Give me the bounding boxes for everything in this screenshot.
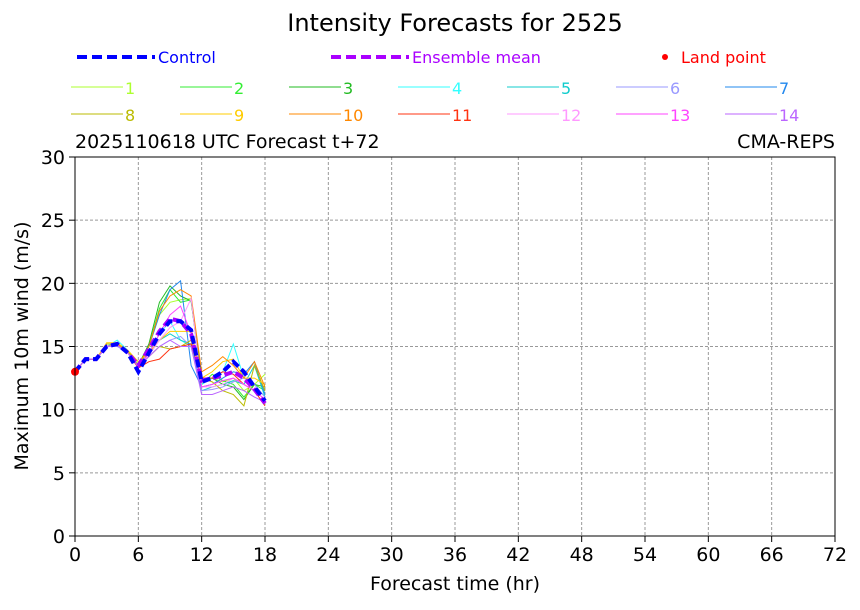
x-tick-label: 60 <box>696 544 720 566</box>
plot-frame <box>74 156 836 537</box>
legend-member-7-label: 7 <box>779 79 789 98</box>
legend-member-8-label: 8 <box>125 106 135 125</box>
legend-member-3-label: 3 <box>343 79 353 98</box>
x-tick-label: 36 <box>443 544 467 566</box>
legend-member-9-label: 9 <box>234 106 244 125</box>
x-tick-label: 6 <box>132 544 144 566</box>
member-9-line <box>74 330 266 385</box>
legend-member-4-label: 4 <box>452 79 462 98</box>
legend-member-1-label: 1 <box>125 79 135 98</box>
y-tick-label: 0 <box>53 526 65 548</box>
y-tick-label: 20 <box>41 273 65 295</box>
x-tick-label: 42 <box>506 544 530 566</box>
x-tick-label: 12 <box>190 544 214 566</box>
legend-ensemble-mean-label: Ensemble mean <box>412 48 541 67</box>
y-tick-label: 15 <box>41 337 65 359</box>
y-axis-label: Maximum 10m wind (m/s) <box>11 222 33 471</box>
y-tick-label: 10 <box>41 400 65 422</box>
legend-member-12-label: 12 <box>561 106 581 125</box>
legend-member-10-label: 10 <box>343 106 363 125</box>
x-tick-label: 18 <box>253 544 277 566</box>
y-tick-label: 25 <box>41 210 65 232</box>
y-tick-label: 5 <box>53 463 65 485</box>
legend-control-label: Control <box>158 48 216 67</box>
x-tick-label: 0 <box>69 544 81 566</box>
x-tick-label: 30 <box>380 544 404 566</box>
subtitle-left: 2025110618 UTC Forecast t+72 <box>75 131 380 153</box>
x-tick-label: 54 <box>633 544 657 566</box>
y-tick-label: 30 <box>41 147 65 169</box>
x-tick-label: 48 <box>570 544 594 566</box>
x-tick-label: 24 <box>316 544 340 566</box>
control-line <box>73 319 267 403</box>
legend-land-point-marker <box>662 54 668 60</box>
x-tick-label: 66 <box>760 544 784 566</box>
subtitle-right: CMA-REPS <box>737 131 835 153</box>
member-4-line <box>74 320 266 398</box>
x-tick-label: 72 <box>823 544 847 566</box>
legend-member-11-label: 11 <box>452 106 472 125</box>
legend-member-2-label: 2 <box>234 79 244 98</box>
legend-member-5-label: 5 <box>561 79 571 98</box>
legend-land-point-label: Land point <box>681 48 766 67</box>
chart-title: Intensity Forecasts for 2525 <box>287 9 622 37</box>
legend-member-13-label: 13 <box>670 106 690 125</box>
legend-member-6-label: 6 <box>670 79 680 98</box>
x-axis-label: Forecast time (hr) <box>370 573 540 595</box>
legend-member-14-label: 14 <box>779 106 799 125</box>
